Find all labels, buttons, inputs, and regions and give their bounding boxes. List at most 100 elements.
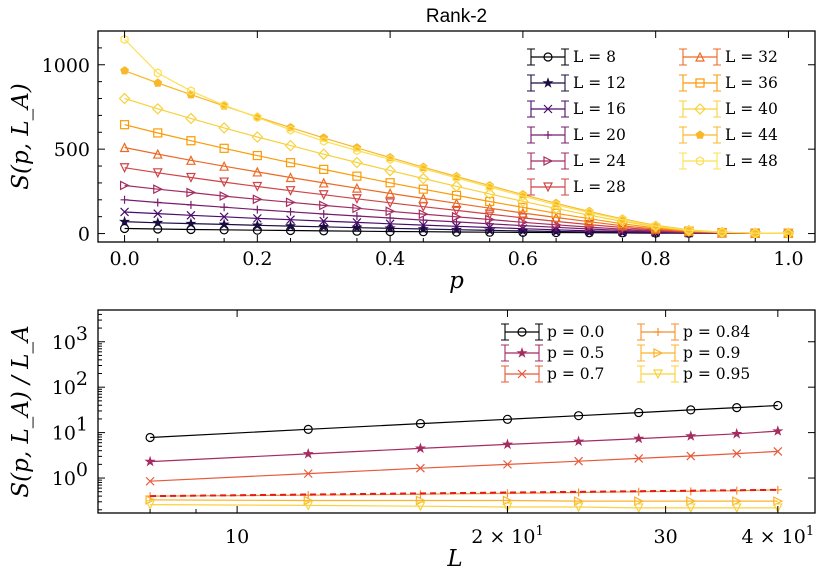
top-data-point — [119, 120, 130, 130]
bottom-series-line-5 — [150, 504, 778, 509]
top-legend-3-errorbar — [527, 126, 569, 144]
top-data-point — [153, 68, 162, 78]
top-legend-8-label: L = 40 — [725, 100, 778, 118]
bottom-x-tick-label: 10 — [225, 526, 249, 548]
top-series-line-10 — [124, 38, 789, 234]
bottom-y-tick-label: 10 — [52, 377, 76, 399]
top-legend-7-errorbar — [679, 74, 721, 92]
bottom-data-point — [145, 476, 155, 486]
bottom-data-point — [144, 455, 156, 467]
top-legend-7-label: L = 36 — [725, 74, 778, 92]
top-data-point — [120, 66, 129, 75]
bottom-legend-0-errorbar — [501, 323, 543, 341]
top-data-point — [284, 139, 297, 152]
top-data-point — [385, 219, 395, 229]
top-legend-4-marker — [543, 156, 554, 166]
top-y-tick-label: 500 — [54, 139, 90, 161]
top-data-point — [186, 187, 197, 198]
top-data-point — [252, 150, 262, 161]
top-data-point — [585, 207, 594, 218]
bottom-data-point — [732, 449, 742, 459]
top-data-point — [219, 143, 229, 153]
bottom-data-point — [772, 425, 784, 436]
bottom-data-point — [303, 495, 314, 506]
top-legend-2-label: L = 16 — [573, 100, 626, 118]
top-chart-title: Rank-2 — [426, 6, 487, 27]
top-legend-7-marker — [695, 78, 705, 88]
top-data-point — [518, 217, 529, 228]
bottom-data-point — [502, 502, 513, 513]
top-data-point — [517, 213, 528, 224]
top-panel: Rank-2 0.0 0.2 0.4 0.6 0.8 1.0 0 500 1000 p S(p, L_… — [8, 6, 816, 294]
top-data-point — [219, 191, 230, 202]
top-legend-3-marker — [544, 131, 552, 139]
top-x-tick-label: 0.4 — [375, 248, 405, 270]
top-data-point — [186, 210, 196, 220]
top-data-point — [153, 198, 162, 207]
bottom-data-point — [731, 427, 743, 439]
top-data-point — [218, 218, 230, 230]
top-x-tick-label: 0.0 — [109, 248, 139, 270]
bottom-data-point — [414, 442, 427, 454]
bottom-data-point — [416, 463, 425, 473]
bottom-legend-0-label: p = 0.0 — [547, 323, 604, 341]
top-legend-5-label: L = 28 — [573, 178, 626, 196]
top-data-point — [219, 212, 229, 222]
bottom-data-point — [634, 496, 645, 507]
top-data-point — [253, 205, 262, 214]
top-data-point — [351, 194, 362, 205]
top-data-point — [485, 182, 494, 192]
top-data-point — [285, 186, 296, 197]
bottom-data-point — [634, 454, 644, 463]
bottom-data-point — [573, 411, 584, 421]
top-data-point — [352, 212, 361, 221]
bottom-series-line-2 — [150, 450, 778, 482]
top-data-point — [285, 220, 297, 231]
bottom-data-point — [572, 435, 585, 447]
top-data-point — [318, 220, 330, 232]
top-data-point — [152, 148, 163, 159]
top-data-point — [153, 128, 163, 138]
bottom-y-tick-exponent: 0 — [76, 459, 88, 481]
top-legend-2-marker — [543, 104, 553, 114]
bottom-legend-1-marker — [516, 347, 528, 358]
top-data-point — [152, 216, 164, 228]
bottom-y-tick-label: 10 — [52, 423, 76, 445]
top-data-point — [484, 202, 495, 213]
top-legend-2-errorbar — [527, 100, 569, 118]
top-data-point — [418, 220, 428, 230]
top-y-axis-label: S(p, L_A) — [8, 83, 34, 189]
bottom-legend-3-errorbar — [637, 323, 679, 341]
top-legend-6-marker — [695, 51, 705, 62]
top-x-axis-label: p — [449, 268, 464, 294]
top-data-point — [484, 209, 495, 220]
bottom-legend-4-errorbar — [637, 344, 679, 362]
top-legend-9-marker — [695, 130, 705, 139]
top-data-point — [450, 223, 463, 235]
top-legend-8-errorbar — [679, 100, 721, 118]
top-legend-1-label: L = 12 — [573, 74, 626, 92]
bottom-legend-1-errorbar — [501, 344, 543, 362]
bottom-data-point — [685, 430, 697, 441]
bottom-y-tick-exponent: 1 — [76, 414, 88, 436]
top-data-point — [285, 172, 296, 183]
bottom-x-tick-label: 2 × 101 — [471, 524, 544, 548]
bottom-x-axis-label: L — [446, 546, 462, 572]
bottom-data-point — [633, 503, 644, 514]
top-data-point — [386, 214, 395, 223]
top-series-line-7 — [124, 124, 789, 234]
top-data-point — [253, 112, 262, 123]
top-data-point — [286, 125, 295, 135]
top-data-point — [220, 203, 229, 212]
top-legend-6-errorbar — [679, 48, 721, 66]
top-data-point — [485, 196, 495, 207]
top-data-point — [352, 171, 362, 181]
top-data-point — [517, 207, 528, 218]
top-y-tick-label: 0 — [78, 224, 90, 246]
top-data-point — [451, 205, 462, 216]
bottom-legend-1-label: p = 0.5 — [547, 344, 604, 362]
top-legend-0-label: L = 8 — [573, 48, 616, 66]
top-data-point — [518, 202, 528, 212]
top-data-point — [285, 197, 296, 208]
